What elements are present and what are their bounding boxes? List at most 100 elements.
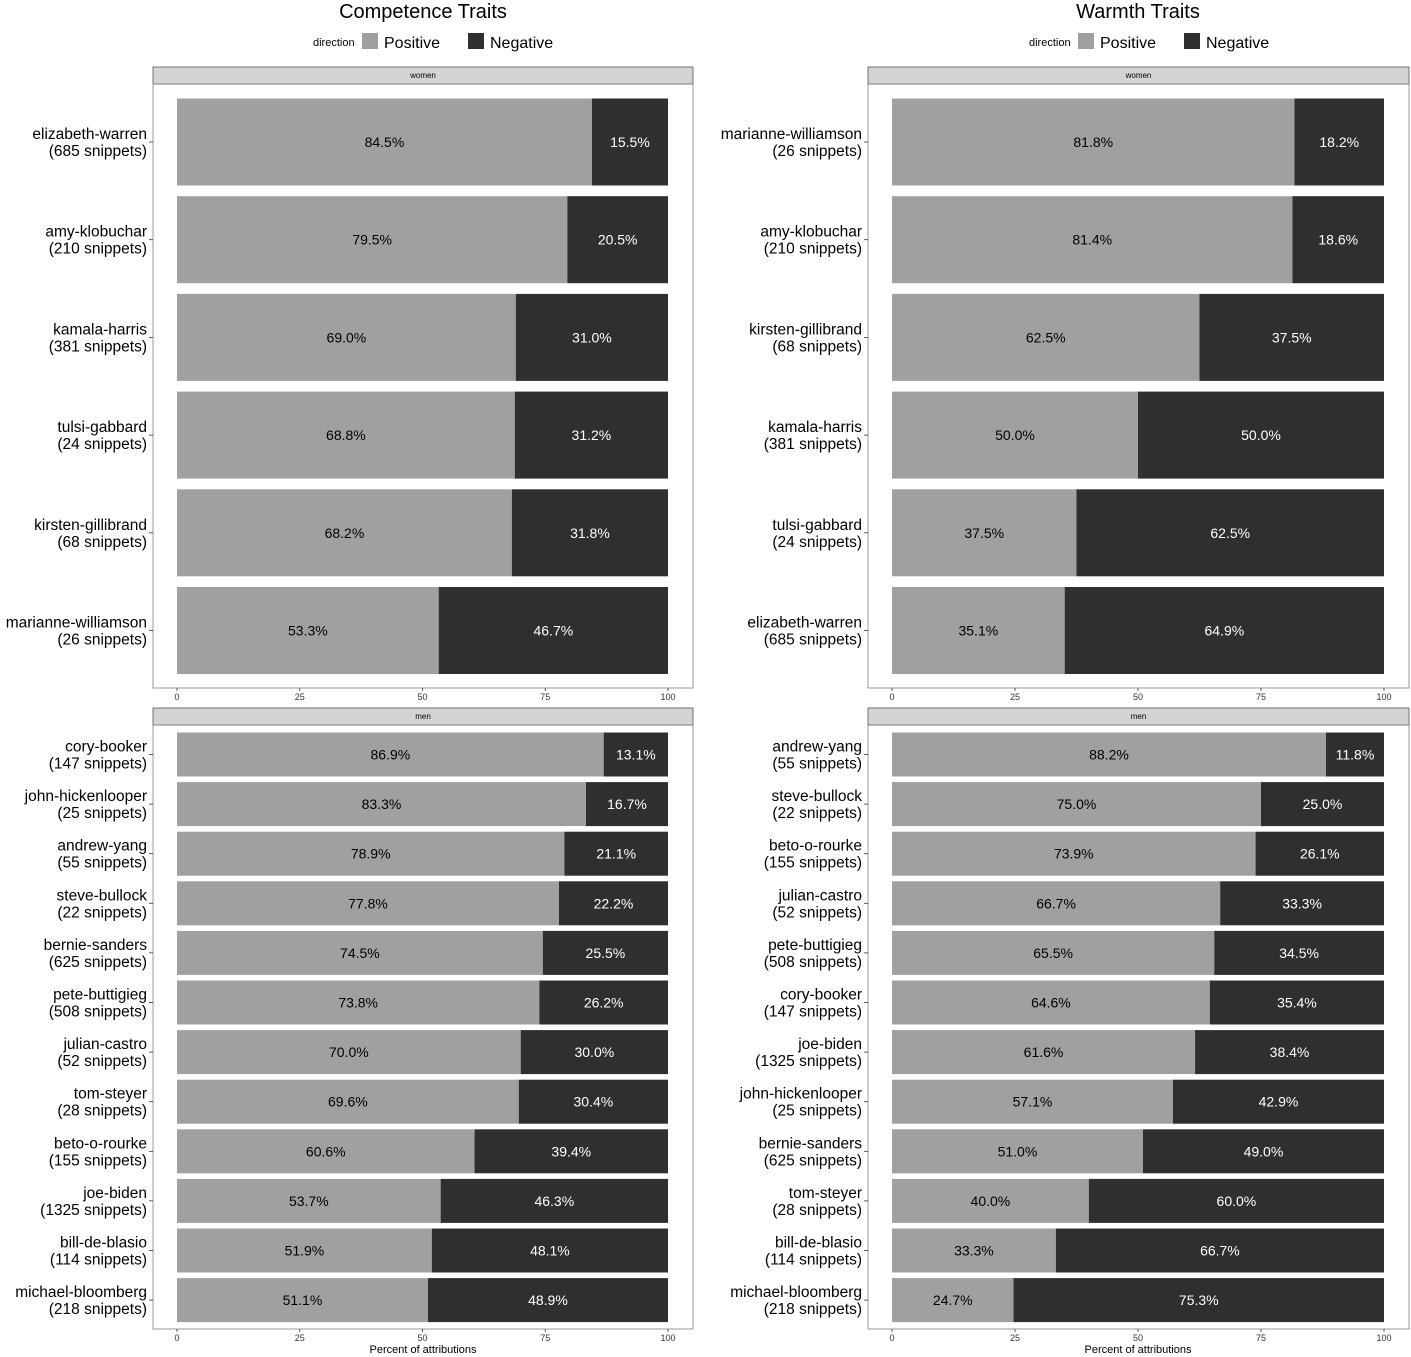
category-label: steve-bullock (22 snippets) <box>772 788 863 822</box>
category-name: bernie-sanders <box>759 1135 863 1152</box>
bar-positive <box>892 1079 1173 1124</box>
category-name: tulsi-gabbard <box>57 419 147 436</box>
bar-negative <box>1055 1228 1384 1273</box>
bar-negative <box>1292 196 1384 284</box>
category-snippets: (381 snippets) <box>764 436 862 453</box>
bar-positive <box>177 1278 428 1323</box>
data-label-positive: 40.0% <box>971 1193 1011 1209</box>
category-snippets: (685 snippets) <box>764 632 862 649</box>
data-label-positive: 69.6% <box>328 1094 368 1110</box>
bar-negative <box>1013 1278 1384 1323</box>
bar-negative <box>591 98 668 186</box>
category-snippets: (155 snippets) <box>49 1152 147 1169</box>
category-label: tom-steyer (28 snippets) <box>772 1185 862 1219</box>
category-snippets: (147 snippets) <box>49 756 147 773</box>
category-snippets: (24 snippets) <box>772 534 862 551</box>
panel-border <box>867 83 1410 689</box>
category-label: joe-biden (1325 snippets) <box>755 1036 862 1070</box>
bar-negative <box>564 831 668 876</box>
category-name: kamala-harris <box>53 321 147 338</box>
category-label: amy-klobuchar (210 snippets) <box>45 224 147 258</box>
legend-label-positive: Positive <box>384 35 440 52</box>
category-snippets: (1325 snippets) <box>755 1053 862 1070</box>
category-name: elizabeth-warren <box>747 615 862 632</box>
facet-strip-label: women <box>1125 71 1152 80</box>
bar-positive <box>892 293 1200 381</box>
category-name: cory-booker <box>65 739 147 756</box>
bar-negative <box>1220 881 1384 926</box>
data-label-negative: 42.9% <box>1259 1094 1299 1110</box>
data-label-negative: 13.1% <box>616 747 656 763</box>
data-label-negative: 26.1% <box>1300 846 1340 862</box>
bar-positive <box>892 98 1295 186</box>
category-name: andrew-yang <box>57 838 147 855</box>
bar-negative <box>515 293 668 381</box>
x-tick-label: 75 <box>1256 1333 1266 1343</box>
category-label: kirsten-gillibrand (68 snippets) <box>34 517 147 551</box>
bar-negative <box>1214 930 1384 975</box>
bar-positive <box>892 1178 1089 1223</box>
bar-negative <box>1088 1178 1384 1223</box>
bar-positive <box>177 1079 519 1124</box>
category-name: bernie-sanders <box>44 937 148 954</box>
category-snippets: (218 snippets) <box>49 1301 147 1318</box>
legend-title: direction <box>313 37 355 49</box>
x-axis-label: Percent of attributions <box>369 1344 477 1356</box>
data-label-positive: 61.6% <box>1024 1044 1064 1060</box>
bar-positive <box>892 391 1138 479</box>
data-label-positive: 84.5% <box>365 134 405 150</box>
bar-positive <box>177 1178 441 1223</box>
category-label: cory-booker (147 snippets) <box>764 987 862 1021</box>
bar-positive <box>177 1228 432 1273</box>
data-label-positive: 60.6% <box>306 1143 346 1159</box>
data-label-negative: 46.7% <box>533 623 573 639</box>
bar-positive <box>892 732 1326 777</box>
data-label-positive: 68.8% <box>326 427 366 443</box>
data-label-positive: 73.8% <box>338 995 378 1011</box>
data-label-negative: 48.1% <box>530 1243 570 1259</box>
x-tick-label: 25 <box>1010 1333 1020 1343</box>
category-label: bernie-sanders (625 snippets) <box>44 937 148 971</box>
category-label: beto-o-rourke (155 snippets) <box>49 1135 147 1169</box>
bar-negative <box>511 489 668 577</box>
category-label: marianne-williamson (26 snippets) <box>721 126 862 160</box>
category-snippets: (114 snippets) <box>765 1252 862 1269</box>
category-label: michael-bloomberg (218 snippets) <box>15 1284 147 1318</box>
bar-positive <box>177 881 559 926</box>
legend-label-negative: Negative <box>1206 35 1269 52</box>
data-label-positive: 66.7% <box>1036 895 1076 911</box>
bar-negative <box>542 930 668 975</box>
data-label-negative: 46.3% <box>534 1193 574 1209</box>
category-label: andrew-yang (55 snippets) <box>772 739 862 773</box>
category-label: julian-castro (52 snippets) <box>772 887 862 921</box>
data-label-negative: 22.2% <box>594 895 634 911</box>
data-label-positive: 70.0% <box>329 1044 369 1060</box>
data-label-positive: 81.8% <box>1073 134 1113 150</box>
panel-border <box>867 724 1410 1330</box>
category-label: pete-buttigieg (508 snippets) <box>49 987 147 1021</box>
category-name: john-hickenlooper <box>739 1086 862 1103</box>
data-label-positive: 53.7% <box>289 1193 329 1209</box>
bar-negative <box>567 196 668 284</box>
bar-positive <box>892 1030 1196 1075</box>
panel-border <box>152 724 694 1330</box>
category-name: amy-klobuchar <box>760 224 862 241</box>
x-tick-label: 100 <box>1376 692 1391 702</box>
bar-negative <box>1209 980 1384 1025</box>
category-name: julian-castro <box>777 887 862 904</box>
category-label: julian-castro (52 snippets) <box>57 1036 147 1070</box>
bar-positive <box>177 587 439 674</box>
data-label-negative: 39.4% <box>551 1143 591 1159</box>
category-label: tom-steyer (28 snippets) <box>57 1086 147 1120</box>
data-label-positive: 53.3% <box>288 623 328 639</box>
bar-negative <box>1172 1079 1384 1124</box>
bar-positive <box>892 782 1261 827</box>
category-snippets: (625 snippets) <box>49 954 147 971</box>
data-label-positive: 81.4% <box>1072 232 1112 248</box>
category-name: marianne-williamson <box>6 615 147 632</box>
legend-swatch-negative <box>1184 33 1200 49</box>
bar-negative <box>1294 98 1384 186</box>
category-snippets: (25 snippets) <box>57 805 147 822</box>
legend-swatch-positive <box>1078 33 1094 49</box>
